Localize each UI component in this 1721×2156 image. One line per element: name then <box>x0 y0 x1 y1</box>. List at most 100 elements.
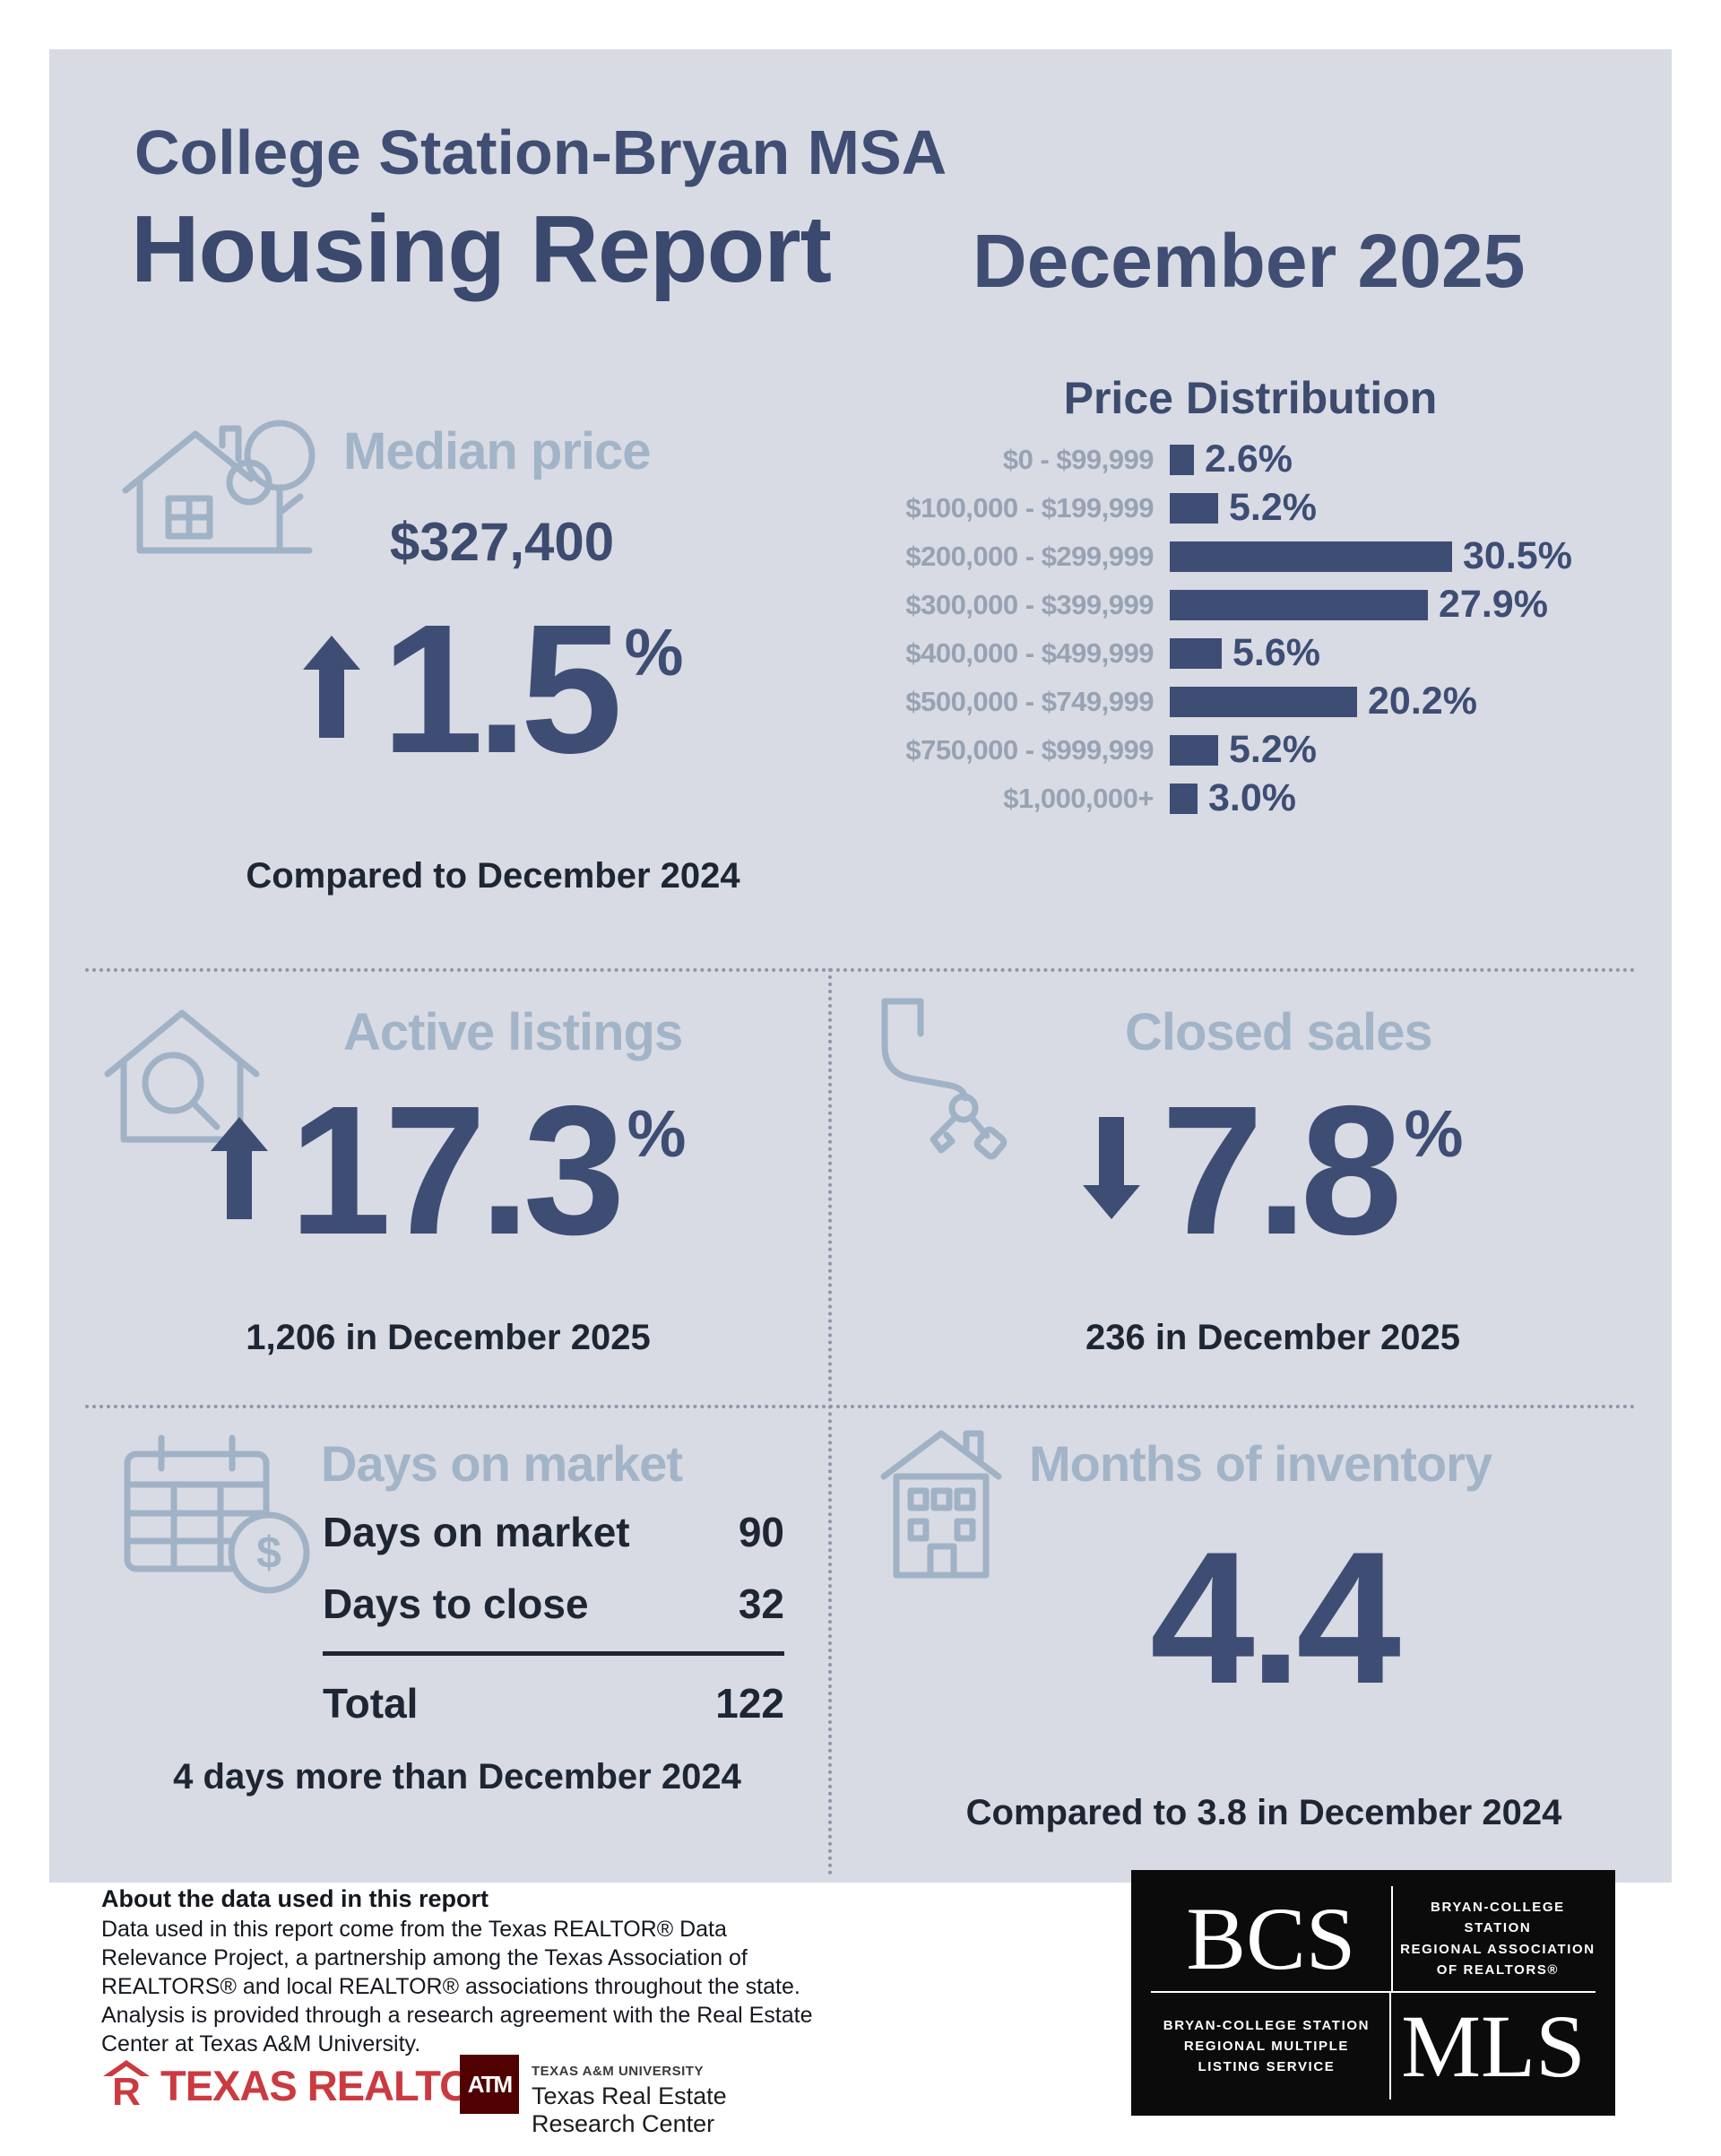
apartment-building-icon <box>853 1421 1028 1600</box>
active-listings-label: Active listings <box>343 1003 683 1061</box>
chart-bar <box>1170 492 1218 524</box>
chart-bar <box>1170 637 1222 669</box>
divider-vertical <box>828 968 832 1875</box>
months-of-inventory-heading: Months of inventory <box>1029 1435 1492 1492</box>
table-row: Days to close 32 <box>323 1580 784 1628</box>
chart-row: $750,000 - $999,999 5.2% <box>896 728 1622 771</box>
days-to-close-row-label: Days to close <box>323 1580 589 1627</box>
chart-bar <box>1170 734 1218 766</box>
assoc-line-2: REGIONAL ASSOCIATION <box>1400 1941 1596 1957</box>
active-listings-detail: 1,206 in December 2025 <box>246 1318 651 1357</box>
mls-line-3: LISTING SERVICE <box>1198 2059 1336 2075</box>
table-total-row: Total 122 <box>323 1651 784 1727</box>
chart-value-label: 27.9% <box>1439 583 1548 626</box>
months-of-inventory-note: Compared to 3.8 in December 2024 <box>965 1793 1562 1832</box>
calendar-dollar-icon: $ <box>117 1427 318 1611</box>
tamu-center-line: Texas Real Estate Research Center <box>532 2082 727 2137</box>
chart-value-label: 20.2% <box>1368 680 1477 723</box>
closed-sales-change: 7.8 % <box>986 1068 1560 1273</box>
days-on-market-row-value: 90 <box>738 1509 784 1555</box>
chart-row: $0 - $99,999 2.6% <box>896 437 1622 481</box>
up-arrow-icon <box>302 636 360 738</box>
days-on-market-note: 4 days more than December 2024 <box>173 1757 741 1797</box>
about-body: Data used in this report come from the T… <box>101 1917 813 2056</box>
mls-letters: MLS <box>1401 1996 1586 2096</box>
closed-sales-detail: 236 in December 2025 <box>1085 1318 1461 1357</box>
closed-sales-label: Closed sales <box>1125 1003 1433 1061</box>
table-row: Days on market 90 <box>323 1508 784 1556</box>
chart-row: $300,000 - $399,999 27.9% <box>896 583 1622 626</box>
about-title: About the data used in this report <box>101 1885 489 1912</box>
up-arrow-icon <box>210 1117 268 1219</box>
report-title: Housing Report <box>131 196 832 302</box>
median-price-value: $327,400 <box>389 512 615 572</box>
active-change-percent: % <box>627 1096 687 1171</box>
median-change-number: 1.5 <box>381 586 623 792</box>
median-price-label: Median price <box>343 422 652 481</box>
down-arrow-icon <box>1082 1117 1140 1219</box>
months-of-inventory-value: 4.4 <box>1150 1512 1401 1723</box>
bcs-association-text: BRYAN-COLLEGE STATION REGIONAL ASSOCIATI… <box>1390 1886 1596 1993</box>
tamu-research-center-logo: ATM TEXAS A&M UNIVERSITY Texas Real Esta… <box>460 2055 835 2143</box>
chart-category-label: $100,000 - $199,999 <box>905 491 1154 524</box>
chart-bar <box>1170 783 1198 814</box>
bcs-wordmark: BCS <box>1151 1886 1391 1993</box>
tamu-mark-icon: ATM <box>460 2055 519 2114</box>
median-price-change: 1.5 % <box>224 586 762 792</box>
assoc-line-3: OF REALTORS® <box>1436 1961 1560 1978</box>
divider-horizontal-bottom <box>85 1405 1636 1408</box>
divider-horizontal-top <box>85 968 1636 972</box>
chart-value-label: 3.0% <box>1208 776 1297 819</box>
report-panel-background <box>49 49 1672 1883</box>
active-change-number: 17.3 <box>289 1068 626 1273</box>
total-label: Total <box>323 1680 419 1727</box>
report-date: December 2025 <box>973 219 1526 303</box>
active-listings-change: 17.3 % <box>134 1068 762 1273</box>
mls-line-1: BRYAN-COLLEGE STATION <box>1163 2017 1371 2033</box>
svg-text:$: $ <box>256 1528 281 1578</box>
tamu-text-block: TEXAS A&M UNIVERSITY Texas Real Estate R… <box>519 2055 835 2143</box>
days-to-close-row-value: 32 <box>738 1580 784 1627</box>
house-tree-icon <box>117 405 336 580</box>
house-magnifier-icon <box>97 993 267 1164</box>
chart-bar <box>1170 444 1194 475</box>
days-on-market-table: Days on market 90 Days to close 32 Total… <box>323 1508 784 1727</box>
bcs-mls-logo: BCS BRYAN-COLLEGE STATION REGIONAL ASSOC… <box>1131 1870 1615 2116</box>
mls-line-2: REGIONAL MULTIPLE <box>1183 2038 1349 2054</box>
chart-row: $1,000,000+ 3.0% <box>896 776 1622 819</box>
median-change-percent: % <box>624 615 684 689</box>
chart-row: $100,000 - $199,999 5.2% <box>896 486 1622 529</box>
chart-value-label: 30.5% <box>1463 534 1572 577</box>
chart-value-label: 5.6% <box>1232 631 1321 674</box>
tamu-university-line: TEXAS A&M UNIVERSITY <box>532 2064 704 2079</box>
days-on-market-heading: Days on market <box>321 1435 683 1492</box>
median-price-comparison: Compared to December 2024 <box>246 856 740 896</box>
chart-row: $500,000 - $749,999 20.2% <box>896 680 1622 723</box>
chart-category-label: $400,000 - $499,999 <box>905 636 1154 669</box>
assoc-line-1: BRYAN-COLLEGE STATION <box>1431 1900 1565 1936</box>
chart-category-label: $750,000 - $999,999 <box>905 733 1154 766</box>
chart-category-label: $1,000,000+ <box>1003 782 1154 814</box>
price-distribution-rows: $0 - $99,999 2.6% $100,000 - $199,999 5.2% $… <box>896 437 1622 831</box>
chart-value-label: 2.6% <box>1205 437 1293 481</box>
chart-bar <box>1170 686 1357 717</box>
chart-category-label: $200,000 - $299,999 <box>905 540 1154 572</box>
closed-change-percent: % <box>1404 1096 1464 1171</box>
chart-row: $200,000 - $299,999 30.5% <box>896 534 1622 577</box>
svg-text:R: R <box>112 2070 141 2108</box>
mls-wordmark: MLS <box>1391 1993 1596 2100</box>
chart-value-label: 5.2% <box>1229 486 1318 529</box>
closed-change-number: 7.8 <box>1161 1068 1403 1273</box>
chart-category-label: $500,000 - $749,999 <box>905 685 1154 717</box>
mls-service-text: BRYAN-COLLEGE STATION REGIONAL MULTIPLE … <box>1151 1993 1391 2100</box>
region-title: College Station-Bryan MSA <box>134 117 947 187</box>
bcs-letters: BCS <box>1186 1888 1356 1988</box>
total-value: 122 <box>715 1680 784 1727</box>
price-distribution-title: Price Distribution <box>1063 373 1438 423</box>
chart-value-label: 5.2% <box>1229 728 1318 771</box>
chart-row: $400,000 - $499,999 5.6% <box>896 631 1622 674</box>
days-on-market-row-label: Days on market <box>323 1509 630 1555</box>
chart-category-label: $300,000 - $399,999 <box>905 588 1154 620</box>
hand-keys-icon <box>865 991 1026 1170</box>
chart-bar <box>1170 589 1428 620</box>
